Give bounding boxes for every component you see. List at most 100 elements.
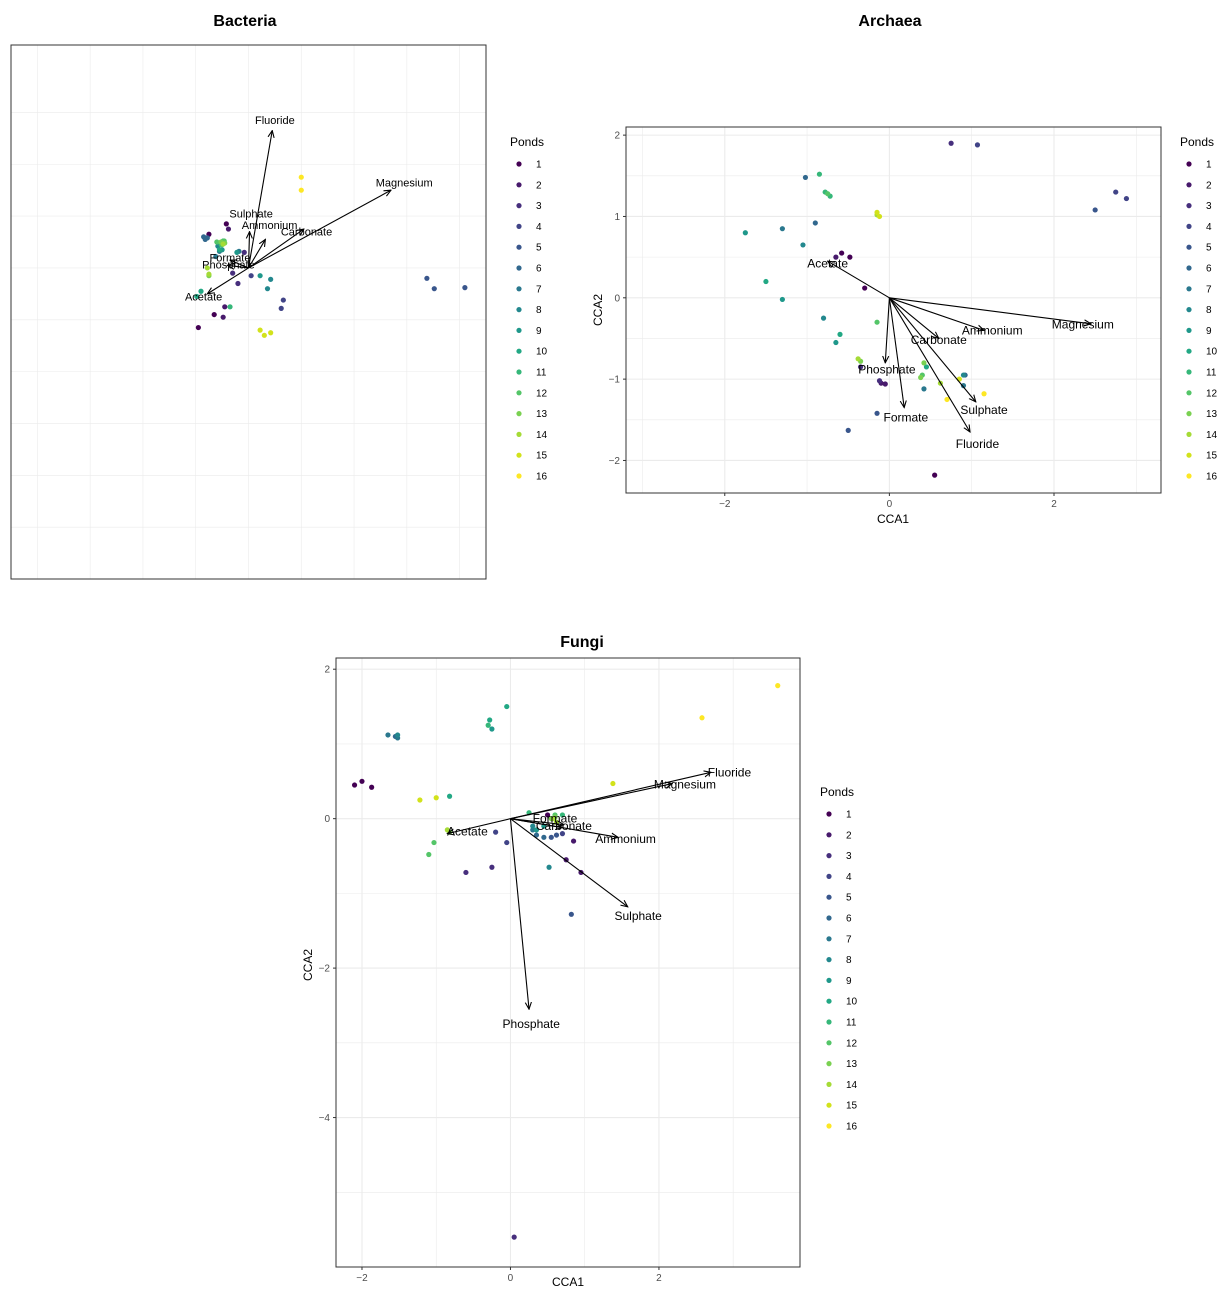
legend-label-pond-6: 6	[1206, 264, 1212, 275]
data-point-pond-2	[833, 254, 839, 260]
data-point-pond-9	[779, 296, 785, 303]
legend-key-pond-14	[1186, 431, 1192, 437]
data-point-pond-9	[833, 339, 839, 346]
data-point-pond-4	[974, 142, 981, 148]
vector-arrow-sulphate	[888, 297, 975, 402]
data-point-pond-8	[820, 315, 827, 321]
x-tick-label: −2	[719, 499, 731, 510]
data-point-pond-3	[876, 378, 883, 384]
data-point-pond-5	[424, 275, 430, 281]
data-point-pond-6	[204, 235, 210, 241]
data-point-pond-13	[918, 374, 924, 381]
legend-key-pond-2	[516, 182, 522, 188]
data-point-pond-6	[541, 834, 547, 840]
data-point-pond-7	[921, 386, 927, 392]
legend-title: Ponds	[820, 785, 854, 799]
x-tick-label: 0	[508, 1273, 514, 1284]
legend-key-pond-6	[826, 915, 832, 921]
legend-key-pond-4	[516, 223, 522, 229]
plot-border	[10, 44, 487, 580]
data-point-pond-16	[944, 396, 950, 403]
legend-key-pond-10	[1186, 348, 1192, 354]
data-point-pond-6	[812, 220, 818, 226]
vector-label-ammonium: Ammonium	[962, 323, 1023, 337]
data-point-pond-1	[223, 221, 229, 227]
data-point-pond-4	[559, 831, 566, 837]
legend-key-pond-4	[826, 873, 832, 880]
vector-arrow-magnesium	[889, 297, 1091, 324]
vector-label-formate: Formate	[210, 253, 251, 265]
data-point-pond-1	[369, 784, 375, 790]
data-point-pond-5	[845, 427, 851, 433]
data-point-pond-3	[857, 364, 864, 370]
data-point-pond-10	[446, 793, 453, 799]
vector-label-acetate: Acetate	[185, 291, 222, 303]
legend-key-pond-6	[1186, 265, 1192, 271]
legend-key-pond-2	[1186, 182, 1192, 188]
legend-key-pond-14	[826, 1081, 832, 1087]
legend-label-pond-15: 15	[536, 451, 548, 462]
vector-arrow-carbonate	[889, 297, 938, 339]
data-point-pond-4	[278, 305, 284, 311]
legend-key-pond-8	[516, 307, 522, 313]
vector-label-magnesium: Magnesium	[654, 777, 716, 791]
data-point-pond-10	[763, 278, 769, 285]
legend-label-pond-5: 5	[1206, 243, 1212, 254]
legend-key-pond-1	[1186, 161, 1192, 167]
vector-label-fluoride: Fluoride	[708, 765, 752, 779]
data-point-pond-9	[533, 827, 540, 833]
legend-label-pond-8: 8	[536, 305, 542, 316]
legend-label-pond-16: 16	[846, 1122, 858, 1133]
vector-arrow-carbonate	[248, 229, 304, 269]
legend-key-pond-7	[516, 286, 522, 292]
data-point-pond-8	[264, 286, 271, 292]
legend-label-pond-2: 2	[1206, 180, 1212, 191]
legend-label-pond-13: 13	[1206, 409, 1218, 420]
legend-label-pond-12: 12	[1206, 388, 1218, 399]
data-point-pond-16	[981, 391, 987, 397]
vector-label-ammonium: Ammonium	[595, 832, 656, 846]
legend-label-pond-4: 4	[846, 872, 852, 883]
legend-key-pond-1	[516, 161, 522, 167]
y-axis-label-fungi: CCA2	[301, 949, 315, 981]
y-tick-label: 2	[614, 131, 620, 142]
legend-key-pond-16	[1186, 473, 1192, 479]
legend-label-pond-15: 15	[1206, 451, 1218, 462]
legend-label-pond-3: 3	[536, 201, 542, 212]
panel-bacteria: Fluoride Magnesium SulphateAmmoniumCarbona…	[10, 13, 487, 580]
vector-arrow-sulphate	[249, 232, 250, 268]
data-point-pond-15	[433, 795, 439, 801]
legend-key-pond-10	[516, 348, 522, 354]
legend-label-pond-11: 11	[846, 1018, 857, 1029]
legend-key-pond-12	[516, 390, 522, 396]
data-point-pond-16	[298, 174, 304, 180]
data-point-pond-11	[485, 722, 491, 728]
data-point-pond-15	[257, 327, 263, 333]
legend-key-pond-5	[826, 894, 832, 900]
legend-label-pond-1: 1	[1206, 160, 1212, 171]
data-point-pond-11	[559, 812, 566, 818]
data-point-pond-1	[351, 782, 358, 788]
data-point-pond-7	[530, 827, 536, 833]
data-point-pond-2	[570, 838, 577, 844]
vector-arrow-ammonium	[248, 239, 266, 269]
panel-archaea: −2 0 2 −2 −1 0 1 2 Acetate Magnesium AmmoniumCarbo…	[591, 13, 1162, 526]
legend-key-pond-5	[516, 244, 522, 250]
vector-label-sulphate: Sulphate	[614, 909, 662, 923]
vector-label-carbonate: Carbonate	[911, 333, 967, 347]
legend-key-pond-11	[1186, 369, 1192, 375]
data-point-pond-12	[431, 839, 437, 846]
y-tick-label: 1	[614, 212, 620, 223]
data-point-pond-14	[206, 271, 212, 277]
legend-key-pond-9	[516, 327, 522, 333]
data-point-pond-11	[227, 304, 233, 310]
vector-arrow-magnesium	[248, 190, 392, 269]
legend-label-pond-9: 9	[1206, 326, 1212, 337]
legend-label-pond-3: 3	[1206, 201, 1212, 212]
data-point-pond-9	[489, 726, 495, 732]
legend-title: Ponds	[1180, 135, 1214, 149]
legend-label-pond-4: 4	[536, 222, 542, 233]
plot-border	[335, 657, 801, 1268]
legend-key-pond-12	[1186, 390, 1192, 396]
data-point-pond-3	[489, 864, 495, 870]
